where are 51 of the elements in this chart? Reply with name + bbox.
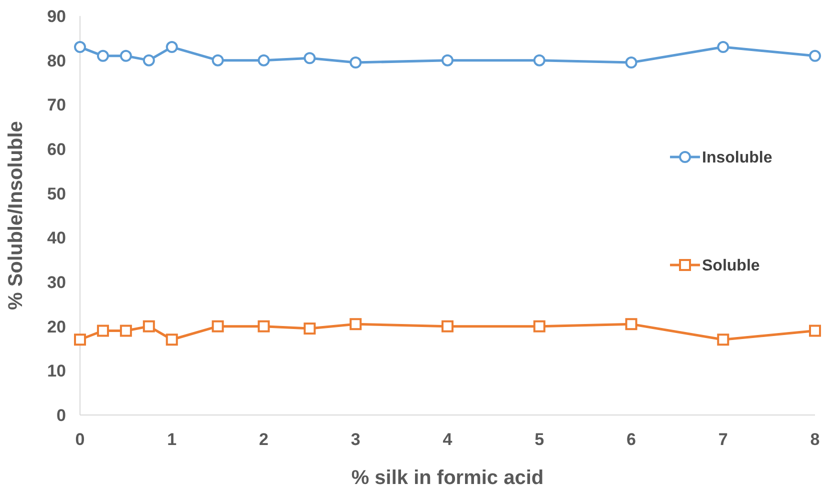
y-tick-label: 40 [47, 228, 66, 248]
point [212, 320, 224, 332]
x-tick-label: 0 [75, 430, 85, 449]
y-tick-label: 60 [47, 140, 66, 159]
point [809, 324, 821, 337]
legend-label: Soluble [702, 258, 760, 275]
point [304, 322, 316, 335]
point [625, 318, 638, 330]
y-tick-label: 30 [47, 272, 66, 292]
x-axis-title: % silk in formic acid [351, 467, 544, 489]
y-tick-label: 50 [47, 184, 66, 204]
y-tick-label: 0 [56, 406, 66, 425]
y-tick-label: 90 [47, 6, 66, 26]
point [442, 54, 454, 66]
point [212, 54, 224, 66]
point [166, 334, 178, 346]
point [350, 56, 362, 69]
x-tick-label: 1 [167, 430, 177, 449]
x-tick-label: 5 [534, 430, 544, 449]
point [258, 320, 270, 332]
point [142, 320, 155, 332]
y-tick-label: 80 [47, 51, 66, 70]
y-axis-title: % Soluble/Insoluble [5, 121, 27, 310]
x-tick-label: 4 [442, 430, 453, 449]
point [74, 41, 86, 54]
point [120, 50, 132, 62]
point [533, 320, 546, 332]
point [142, 54, 155, 66]
point [120, 324, 132, 337]
point [74, 334, 86, 346]
x-tick-label: 3 [350, 430, 360, 449]
point [717, 41, 730, 54]
legend-label: Insoluble [702, 150, 772, 167]
y-tick-label: 70 [47, 96, 66, 115]
point [442, 320, 454, 332]
point [304, 52, 316, 64]
x-tick-label: 2 [259, 430, 268, 449]
point [96, 324, 109, 337]
point [809, 50, 821, 62]
point [166, 41, 178, 54]
point [717, 334, 730, 346]
point [350, 318, 362, 330]
x-tick-label: 8 [810, 430, 820, 449]
y-tick-label: 10 [47, 362, 66, 381]
point [533, 54, 546, 66]
x-tick-label: 6 [626, 430, 636, 449]
point [625, 56, 638, 69]
x-tick-label: 7 [718, 430, 728, 449]
y-tick-label: 20 [47, 317, 66, 336]
point [96, 50, 109, 62]
point [258, 54, 270, 66]
